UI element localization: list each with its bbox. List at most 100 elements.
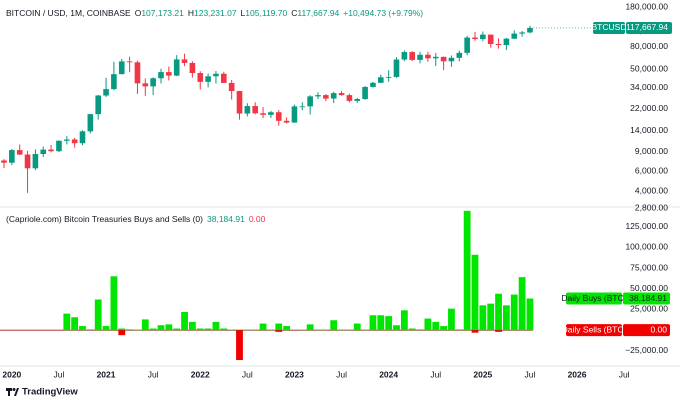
candle-body xyxy=(448,57,455,62)
candle-body xyxy=(464,37,470,53)
candle-body xyxy=(299,106,306,108)
candle-body xyxy=(401,52,408,60)
x-tick-label: 2023 xyxy=(285,369,304,379)
bar xyxy=(495,330,502,332)
y-tick-label: 34,000.00 xyxy=(630,82,668,92)
candle-body xyxy=(503,38,510,46)
series-value-tag xyxy=(623,292,670,305)
bar xyxy=(393,325,400,331)
bar xyxy=(79,326,86,331)
bar xyxy=(487,303,495,331)
candle-body xyxy=(495,43,502,46)
y-tick-label: 180,000.00 xyxy=(625,2,668,12)
bar xyxy=(369,315,377,331)
y-tick-label: 75,000.00 xyxy=(630,262,668,272)
candle-body xyxy=(409,52,415,60)
bar xyxy=(455,329,463,331)
brand: TradingView xyxy=(22,387,78,398)
bar xyxy=(236,330,243,361)
y-tick-label: 50,000.00 xyxy=(630,63,668,73)
bar xyxy=(377,315,385,331)
y-tick-label: 6,000.00 xyxy=(635,166,668,176)
x-tick-label: Jul xyxy=(525,369,536,379)
symbol-title: BITCOIN / USD, 1M, COINBASE xyxy=(6,8,131,18)
candle-body xyxy=(64,139,70,141)
candle-body xyxy=(9,150,15,163)
candle-body xyxy=(197,73,204,82)
indicator-title: (Capriole.com) Bitcoin Treasuries Buys a… xyxy=(6,214,203,224)
candle-body xyxy=(181,59,188,63)
series-name: Daily Buys (BTC) xyxy=(561,293,626,303)
bar xyxy=(110,276,118,331)
x-tick-label: Jul xyxy=(148,369,159,379)
candle-body xyxy=(346,95,353,101)
candle-body xyxy=(236,91,243,114)
bar xyxy=(503,305,510,331)
candle-body xyxy=(24,154,31,169)
y-tick-label: 14,000.00 xyxy=(630,125,668,135)
series-name-tag xyxy=(566,324,622,337)
ohlc-value: 105,119.70 xyxy=(245,8,288,18)
x-tick-label: Jul xyxy=(242,369,253,379)
ohlc-item: C117,667.94 xyxy=(291,8,339,18)
bar xyxy=(157,325,165,331)
candle-body xyxy=(150,78,156,87)
y-tick-label: 100,000.00 xyxy=(625,242,668,252)
candle-body xyxy=(252,106,258,114)
candle-body xyxy=(79,131,86,144)
candle-body xyxy=(283,120,290,123)
bar xyxy=(126,329,133,331)
candle-body xyxy=(275,112,282,121)
change: +10,494.73 (+9.79%) xyxy=(343,8,424,18)
candle-body xyxy=(425,54,431,59)
bar xyxy=(220,328,228,331)
bar xyxy=(526,298,534,331)
ohlc-item: O107,173.21 xyxy=(135,8,184,18)
y-tick-label: 80,000.00 xyxy=(630,41,668,51)
candle-body xyxy=(118,61,125,75)
bar xyxy=(118,328,126,331)
candle-body xyxy=(417,54,423,60)
series-name-tag xyxy=(566,292,622,305)
bar xyxy=(118,330,126,336)
bar xyxy=(471,254,479,331)
candle-body xyxy=(354,99,361,101)
buys-value: 38,184.91 xyxy=(207,214,245,224)
bar xyxy=(196,328,204,331)
x-tick-label: 2022 xyxy=(191,369,210,379)
price-tag-text: 117,667.94 xyxy=(626,22,668,32)
bar xyxy=(353,323,361,331)
bar xyxy=(416,329,424,331)
bar xyxy=(86,329,94,331)
bar xyxy=(283,326,290,331)
bar xyxy=(141,319,149,331)
ohlc-key: L xyxy=(240,8,246,18)
candle-body xyxy=(268,112,274,115)
ohlc-item: L105,119.70 xyxy=(241,8,288,18)
series-value: 38,184.91 xyxy=(629,293,667,303)
bar xyxy=(471,330,479,333)
bar xyxy=(63,313,71,331)
candle-body xyxy=(213,73,219,77)
bar xyxy=(463,210,471,331)
series-value-tag xyxy=(623,324,670,337)
candle-body xyxy=(330,93,337,99)
candle-body xyxy=(315,95,321,97)
price-tag xyxy=(626,21,672,34)
bar xyxy=(330,320,338,331)
y-tick-label: 4,000.00 xyxy=(635,185,668,195)
bar xyxy=(440,326,447,331)
indicator-legend: (Capriole.com) Bitcoin Treasuries Buys a… xyxy=(6,214,265,224)
candle-body xyxy=(527,27,533,33)
candle-body xyxy=(472,37,478,40)
bar xyxy=(204,328,212,331)
x-tick-label: 2024 xyxy=(379,369,398,379)
tradingview-logo xyxy=(6,388,19,396)
candle-body xyxy=(111,74,117,90)
price-legend: BITCOIN / USD, 1M, COINBASE O107,173.21 H… xyxy=(6,8,423,18)
bar xyxy=(495,293,502,331)
y-tick-label: 25,000.00 xyxy=(630,304,668,314)
candle-body xyxy=(205,76,211,82)
y-tick-label: 50,000.00 xyxy=(630,283,668,293)
